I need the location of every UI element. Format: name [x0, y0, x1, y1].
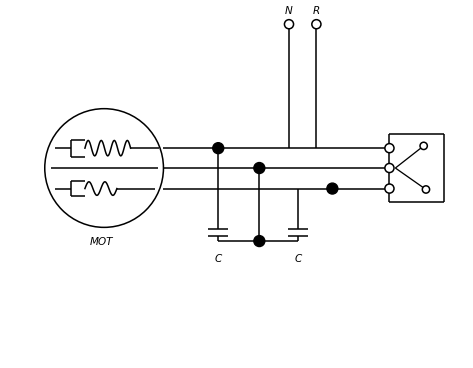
Circle shape [312, 20, 321, 29]
Text: C: C [295, 254, 302, 264]
Circle shape [284, 20, 294, 29]
Circle shape [420, 142, 427, 149]
Circle shape [385, 163, 394, 173]
Circle shape [385, 184, 394, 193]
Circle shape [254, 163, 265, 173]
Text: C: C [215, 254, 222, 264]
Text: N: N [285, 6, 293, 16]
Text: MOT: MOT [90, 237, 114, 247]
Circle shape [254, 236, 265, 247]
Circle shape [327, 183, 338, 194]
Circle shape [213, 143, 224, 154]
Circle shape [385, 144, 394, 153]
Circle shape [422, 186, 429, 193]
Text: R: R [313, 6, 320, 16]
